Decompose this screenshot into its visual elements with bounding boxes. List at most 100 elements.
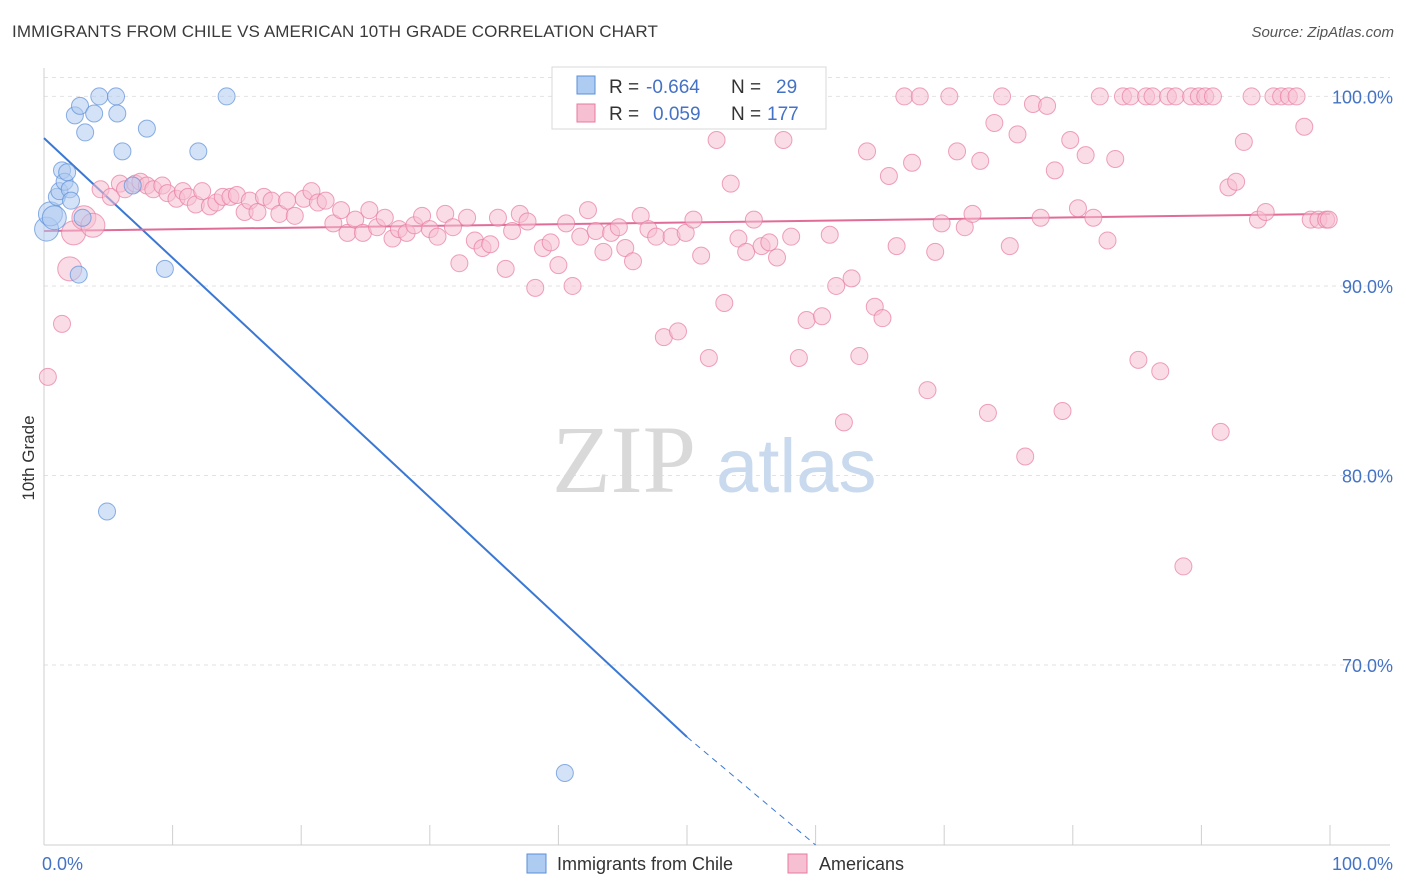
- legend-n-value-chile: 29: [776, 77, 797, 98]
- legend-r-value-americans: 0.059: [653, 104, 701, 125]
- legend-r-value-chile: -0.664: [646, 77, 700, 98]
- point-americans: [707, 131, 726, 150]
- point-chile: [113, 142, 132, 161]
- point-chile: [76, 123, 95, 142]
- point-americans: [1016, 447, 1035, 466]
- point-americans: [895, 87, 914, 106]
- point-americans: [518, 212, 537, 231]
- point-americans: [1166, 87, 1185, 106]
- point-americans: [918, 381, 937, 400]
- point-americans: [699, 348, 718, 367]
- point-americans: [428, 227, 447, 246]
- point-chile: [62, 191, 81, 210]
- point-americans: [594, 242, 613, 261]
- point-americans: [360, 201, 379, 220]
- point-chile: [555, 763, 574, 782]
- legend-r-label-americans: R =: [609, 104, 639, 125]
- point-americans: [668, 322, 687, 341]
- scatter-points: [34, 87, 1338, 782]
- point-americans: [737, 242, 756, 261]
- point-chile: [90, 87, 109, 106]
- legend-n-label-americans: N =: [731, 104, 761, 125]
- point-americans: [1053, 402, 1072, 421]
- point-americans: [53, 314, 72, 333]
- point-americans: [316, 191, 335, 210]
- bottom-legend: Immigrants from Chile Americans: [526, 853, 904, 874]
- point-chile: [71, 96, 90, 115]
- point-americans: [1045, 161, 1064, 180]
- point-americans: [616, 239, 635, 258]
- watermark-zip: ZIP: [552, 406, 696, 513]
- watermark: ZIP atlas: [552, 406, 877, 513]
- point-americans: [193, 182, 212, 201]
- point-americans: [820, 225, 839, 244]
- y-tick-labels: 70.0% 80.0% 90.0% 100.0%: [1332, 87, 1393, 676]
- point-chile: [85, 104, 104, 123]
- point-americans: [873, 309, 892, 328]
- point-americans: [813, 307, 832, 326]
- y-tick-label: 90.0%: [1342, 277, 1393, 297]
- point-americans: [1084, 208, 1103, 227]
- point-americans: [1256, 203, 1275, 222]
- point-chile: [98, 502, 117, 521]
- point-americans: [578, 201, 597, 220]
- point-americans: [963, 204, 982, 223]
- y-tick-label: 80.0%: [1342, 466, 1393, 486]
- y-axis-title: 10th Grade: [19, 415, 38, 500]
- point-americans: [879, 167, 898, 186]
- point-americans: [1090, 87, 1109, 106]
- point-americans: [549, 256, 568, 275]
- point-americans: [827, 276, 846, 295]
- point-americans: [1174, 557, 1193, 576]
- y-tick-label: 100.0%: [1332, 87, 1393, 107]
- point-americans: [38, 367, 57, 386]
- point-americans: [436, 204, 455, 223]
- point-americans: [789, 348, 808, 367]
- watermark-atlas: atlas: [716, 424, 877, 509]
- point-americans: [101, 187, 120, 206]
- point-chile: [137, 119, 156, 138]
- point-chile: [108, 104, 127, 123]
- point-americans: [1203, 87, 1222, 106]
- point-americans: [940, 87, 959, 106]
- point-americans: [993, 87, 1012, 106]
- point-chile: [123, 176, 142, 195]
- point-americans: [571, 227, 590, 246]
- point-chile: [58, 163, 77, 182]
- point-americans: [413, 206, 432, 225]
- point-americans: [744, 210, 763, 229]
- legend-r-label-chile: R =: [609, 77, 639, 98]
- axes: [43, 68, 1390, 846]
- point-americans: [782, 227, 801, 246]
- point-americans: [729, 229, 748, 248]
- point-americans: [1000, 237, 1019, 256]
- point-americans: [797, 311, 816, 330]
- point-americans: [1295, 117, 1314, 136]
- point-americans: [488, 208, 507, 227]
- trend-line-chile-extrapolated: [686, 736, 816, 846]
- bottom-legend-swatch-chile: [526, 853, 547, 874]
- point-chile: [73, 208, 92, 227]
- point-americans: [1319, 210, 1338, 229]
- point-americans: [910, 87, 929, 106]
- bottom-legend-label-americans: Americans: [819, 854, 904, 874]
- point-americans: [1234, 132, 1253, 151]
- point-americans: [948, 142, 967, 161]
- legend-swatch-chile: [576, 75, 596, 95]
- point-americans: [443, 218, 462, 237]
- point-americans: [1098, 231, 1117, 250]
- point-americans: [647, 227, 666, 246]
- point-americans: [285, 206, 304, 225]
- point-americans: [684, 210, 703, 229]
- point-americans: [858, 142, 877, 161]
- point-americans: [278, 191, 297, 210]
- point-chile: [69, 265, 88, 284]
- point-americans: [1038, 96, 1057, 115]
- point-americans: [850, 347, 869, 366]
- point-americans: [955, 218, 974, 237]
- point-americans: [1211, 422, 1230, 441]
- point-americans: [631, 206, 650, 225]
- point-americans: [324, 214, 343, 233]
- point-americans: [1242, 87, 1261, 106]
- point-americans: [985, 113, 1004, 132]
